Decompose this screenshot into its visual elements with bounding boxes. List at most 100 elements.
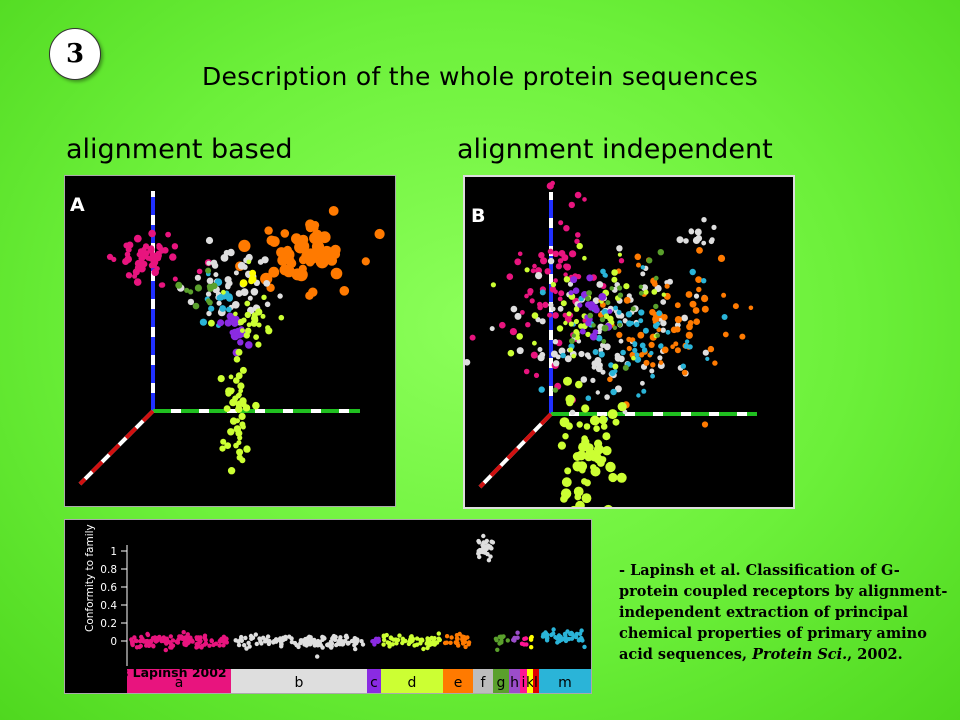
panel-a-axes — [78, 191, 360, 486]
point — [360, 642, 366, 647]
point — [584, 352, 591, 358]
point — [305, 219, 316, 230]
point — [641, 347, 648, 353]
point — [631, 355, 636, 361]
point — [196, 268, 203, 275]
point — [525, 322, 531, 328]
point — [535, 267, 542, 275]
point — [414, 636, 420, 641]
point — [217, 319, 225, 327]
point — [568, 321, 574, 327]
point — [271, 640, 276, 645]
point — [638, 284, 644, 289]
point — [696, 247, 703, 254]
point — [224, 319, 232, 327]
point — [412, 643, 417, 648]
point — [310, 638, 315, 643]
point — [561, 477, 572, 488]
point — [254, 641, 259, 647]
point — [607, 409, 618, 420]
point — [151, 268, 159, 277]
point — [252, 401, 260, 410]
point — [137, 644, 142, 650]
point — [520, 310, 525, 315]
point — [315, 654, 320, 659]
point — [279, 642, 284, 647]
point — [153, 639, 159, 644]
point — [626, 336, 632, 342]
point — [481, 533, 486, 539]
point — [558, 250, 566, 257]
point — [614, 352, 621, 359]
point — [547, 312, 553, 318]
point — [643, 289, 649, 295]
point — [425, 645, 430, 651]
point — [623, 283, 630, 290]
point — [680, 363, 686, 369]
point — [588, 304, 594, 311]
point — [208, 305, 215, 312]
point — [673, 341, 679, 347]
point — [528, 636, 534, 641]
point — [354, 641, 359, 646]
point — [567, 281, 574, 287]
point — [250, 288, 259, 296]
point — [638, 309, 645, 316]
y-tick-label: 0.4 — [100, 600, 117, 612]
family-band-g: g — [493, 669, 509, 693]
point — [237, 318, 245, 326]
point — [593, 304, 599, 310]
point — [247, 295, 253, 301]
point — [168, 634, 173, 639]
point — [208, 319, 215, 327]
point — [444, 634, 450, 639]
point — [555, 263, 562, 270]
point — [235, 348, 243, 356]
point — [584, 452, 593, 462]
point — [618, 355, 625, 363]
point — [564, 467, 572, 475]
point — [565, 422, 573, 430]
point — [563, 263, 569, 270]
point — [298, 269, 308, 279]
point — [320, 245, 334, 259]
point — [242, 643, 247, 648]
point — [244, 300, 251, 307]
point — [598, 351, 605, 358]
point — [658, 343, 664, 348]
point — [558, 290, 565, 297]
point — [249, 269, 256, 277]
point — [175, 640, 181, 645]
point — [686, 323, 693, 331]
point — [209, 638, 214, 643]
y-tick-label: 0.8 — [100, 564, 117, 576]
point — [239, 366, 247, 374]
point — [192, 302, 200, 310]
point — [607, 376, 613, 383]
point — [315, 638, 321, 644]
point — [217, 643, 222, 648]
point — [489, 326, 495, 332]
point — [688, 228, 695, 235]
point — [614, 385, 622, 393]
point — [202, 636, 208, 641]
point — [309, 232, 321, 245]
point — [573, 318, 579, 325]
point — [159, 282, 166, 288]
point — [197, 639, 203, 645]
point — [702, 349, 709, 356]
point — [617, 322, 623, 328]
point — [460, 638, 465, 643]
cluster-a-green — [175, 267, 218, 310]
point — [133, 278, 142, 286]
slide-title: Description of the whole protein sequenc… — [201, 62, 759, 91]
point — [187, 298, 195, 306]
point — [748, 305, 754, 311]
point — [600, 423, 608, 430]
point — [592, 297, 600, 304]
point — [705, 356, 710, 361]
pca-plot-alignment-based: A — [64, 175, 396, 507]
point — [571, 333, 576, 338]
point — [523, 636, 529, 641]
point — [222, 636, 228, 641]
